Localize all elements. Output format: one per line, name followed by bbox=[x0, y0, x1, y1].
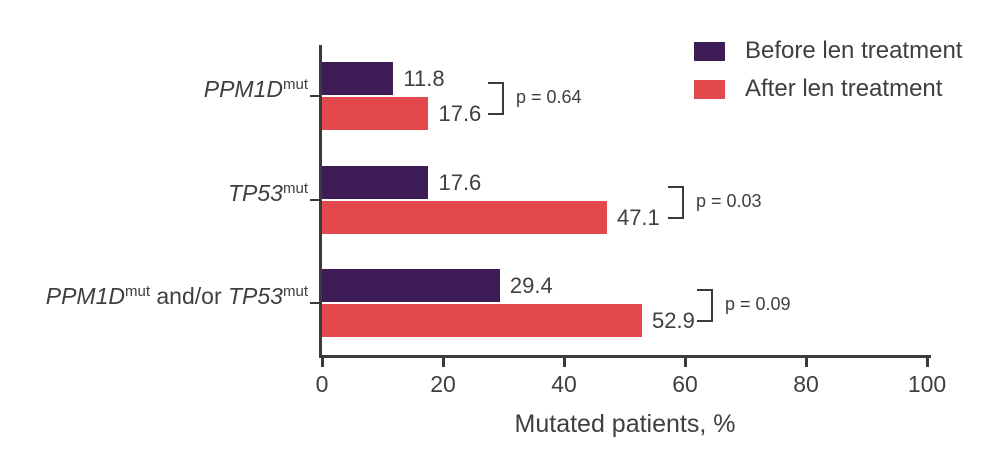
p-value-label-1: p = 0.64 bbox=[516, 87, 582, 107]
value-label-before-2: 17.6 bbox=[438, 170, 482, 195]
x-axis-line bbox=[319, 355, 931, 358]
p-value-label-3: p = 0.09 bbox=[725, 294, 791, 314]
legend-label-before: Before len treatment bbox=[745, 37, 963, 64]
bar-before-3 bbox=[322, 269, 500, 302]
category-label-part: mut bbox=[124, 283, 150, 300]
x-axis-title: Mutated patients, % bbox=[514, 410, 736, 438]
category-label-3: PPM1Dmut and/or TP53mut bbox=[0, 283, 308, 313]
category-label-part: PPM1D bbox=[45, 283, 125, 309]
category-label-part: mut bbox=[282, 283, 308, 300]
value-label-after-1: 17.6 bbox=[438, 101, 482, 126]
p-value-label-2: p = 0.03 bbox=[696, 191, 762, 211]
x-axis-tick-100 bbox=[926, 355, 929, 367]
bar-after-1 bbox=[322, 97, 429, 130]
category-tick-1 bbox=[310, 95, 322, 97]
y-axis-line bbox=[319, 45, 322, 358]
category-label-part: and/or bbox=[150, 283, 228, 309]
bar-before-1 bbox=[322, 62, 394, 95]
category-label-2: TP53mut bbox=[0, 180, 308, 210]
x-axis-tick-label-60: 60 bbox=[672, 371, 698, 397]
legend-swatch-after-icon bbox=[694, 80, 725, 99]
value-label-after-3: 52.9 bbox=[652, 308, 695, 333]
value-label-before-1: 11.8 bbox=[403, 66, 445, 91]
x-axis-tick-label-20: 20 bbox=[430, 371, 456, 397]
p-value-bracket-2 bbox=[668, 186, 684, 219]
legend-label-after: After len treatment bbox=[745, 75, 943, 102]
category-label-part: mut bbox=[282, 76, 308, 93]
legend-swatch-before-icon bbox=[694, 42, 725, 61]
x-axis-tick-60 bbox=[684, 355, 687, 367]
p-value-bracket-3 bbox=[697, 289, 713, 322]
x-axis-tick-label-0: 0 bbox=[315, 371, 329, 397]
x-axis-tick-label-100: 100 bbox=[907, 371, 947, 397]
category-label-part: mut bbox=[282, 180, 308, 197]
bar-after-3 bbox=[322, 304, 643, 337]
x-axis-tick-label-40: 40 bbox=[551, 371, 577, 397]
x-axis-tick-0 bbox=[321, 355, 324, 367]
value-label-before-3: 29.4 bbox=[509, 273, 553, 298]
category-label-1: PPM1Dmut bbox=[0, 76, 308, 106]
category-label-part: TP53 bbox=[228, 283, 283, 309]
x-axis-tick-40 bbox=[563, 355, 566, 367]
category-label-part: PPM1D bbox=[203, 76, 283, 102]
bar-before-2 bbox=[322, 166, 429, 199]
x-axis-tick-20 bbox=[442, 355, 445, 367]
bar-after-2 bbox=[322, 201, 607, 234]
category-tick-3 bbox=[310, 302, 322, 304]
category-tick-2 bbox=[310, 199, 322, 201]
category-label-part: TP53 bbox=[228, 180, 283, 206]
p-value-bracket-1 bbox=[488, 82, 504, 115]
x-axis-tick-label-80: 80 bbox=[793, 371, 819, 397]
value-label-after-2: 47.1 bbox=[616, 205, 660, 230]
x-axis-tick-80 bbox=[805, 355, 808, 367]
